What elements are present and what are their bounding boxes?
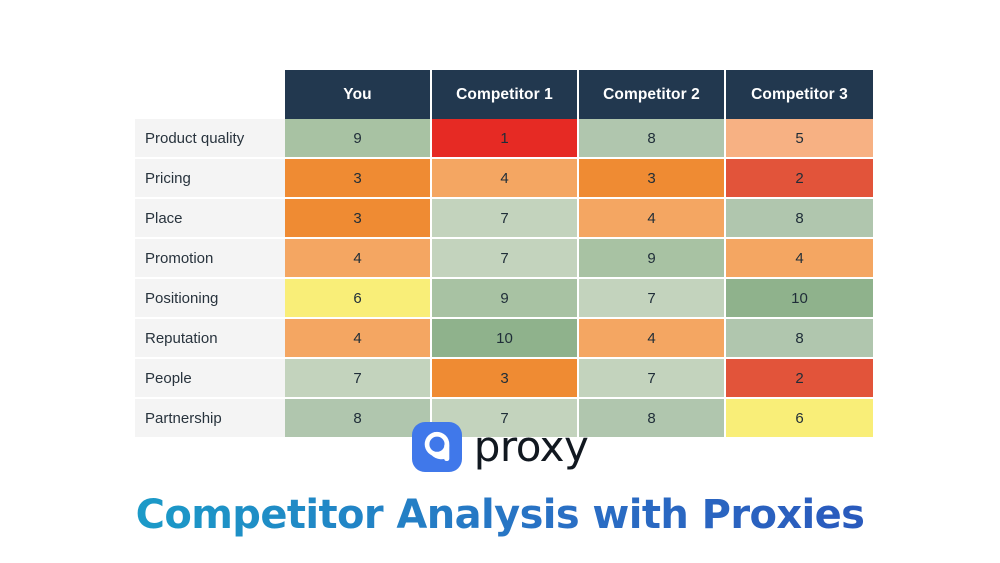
row-label-partnership: Partnership (135, 399, 285, 437)
table-row: Product quality 9 1 8 5 (135, 119, 873, 159)
heatmap-cell: 4 (432, 159, 579, 199)
table-row: Partnership 8 7 8 6 (135, 399, 873, 437)
heatmap-cell: 7 (432, 239, 579, 279)
heatmap-cell: 4 (285, 319, 432, 359)
heatmap-cell: 3 (285, 199, 432, 239)
row-label-product-quality: Product quality (135, 119, 285, 159)
heatmap-cell: 8 (285, 399, 432, 437)
column-header-competitor-2: Competitor 2 (579, 70, 726, 119)
column-header-competitor-1: Competitor 1 (432, 70, 579, 119)
heatmap-cell: 2 (726, 159, 873, 199)
heatmap-cell: 8 (579, 399, 726, 437)
heatmap-cell: 8 (579, 119, 726, 159)
heatmap-cell: 10 (726, 279, 873, 319)
heatmap-cell: 6 (726, 399, 873, 437)
heatmap-cell: 4 (285, 239, 432, 279)
heatmap-cell: 10 (432, 319, 579, 359)
competitor-heatmap-table: You Competitor 1 Competitor 2 Competitor… (135, 70, 873, 437)
table-row: Place 3 7 4 8 (135, 199, 873, 239)
row-label-place: Place (135, 199, 285, 239)
heatmap-cell: 7 (579, 359, 726, 399)
heatmap-cell: 9 (579, 239, 726, 279)
brand-wordmark: proxy (473, 422, 589, 471)
proxy-logo-icon (411, 422, 462, 472)
heatmap-cell: 9 (285, 119, 432, 159)
heatmap-cell: 7 (579, 279, 726, 319)
heatmap-cell: 4 (579, 199, 726, 239)
heatmap-cell: 1 (432, 119, 579, 159)
page-title: Competitor Analysis with Proxies (0, 492, 1000, 538)
column-header-you: You (285, 70, 432, 119)
heatmap-cell: 4 (726, 239, 873, 279)
row-label-positioning: Positioning (135, 279, 285, 319)
brand-logo: proxy (0, 422, 1000, 472)
table-row: Pricing 3 4 3 2 (135, 159, 873, 199)
column-header-competitor-3: Competitor 3 (726, 70, 873, 119)
heatmap-cell: 3 (432, 359, 579, 399)
table-row: Promotion 4 7 9 4 (135, 239, 873, 279)
heatmap-cell: 9 (432, 279, 579, 319)
heatmap-cell: 5 (726, 119, 873, 159)
heatmap-cell: 3 (579, 159, 726, 199)
row-label-people: People (135, 359, 285, 399)
heatmap-cell: 8 (726, 319, 873, 359)
header-row: You Competitor 1 Competitor 2 Competitor… (135, 70, 873, 119)
table-row: People 7 3 7 2 (135, 359, 873, 399)
row-label-reputation: Reputation (135, 319, 285, 359)
heatmap-cell: 6 (285, 279, 432, 319)
row-label-promotion: Promotion (135, 239, 285, 279)
row-label-pricing: Pricing (135, 159, 285, 199)
heatmap-cell: 7 (432, 199, 579, 239)
table-header: You Competitor 1 Competitor 2 Competitor… (135, 70, 873, 119)
heatmap-cell: 3 (285, 159, 432, 199)
heatmap-cell: 8 (726, 199, 873, 239)
heatmap-cell: 7 (285, 359, 432, 399)
heatmap: You Competitor 1 Competitor 2 Competitor… (135, 70, 873, 437)
table-row: Reputation 4 10 4 8 (135, 319, 873, 359)
table-corner-cell (135, 70, 285, 119)
table-body: Product quality 9 1 8 5 Pricing 3 4 3 2 Place 3 7 4 8 P… (135, 119, 873, 437)
table-row: Positioning 6 9 7 10 (135, 279, 873, 319)
heatmap-cell: 2 (726, 359, 873, 399)
heatmap-cell: 4 (579, 319, 726, 359)
